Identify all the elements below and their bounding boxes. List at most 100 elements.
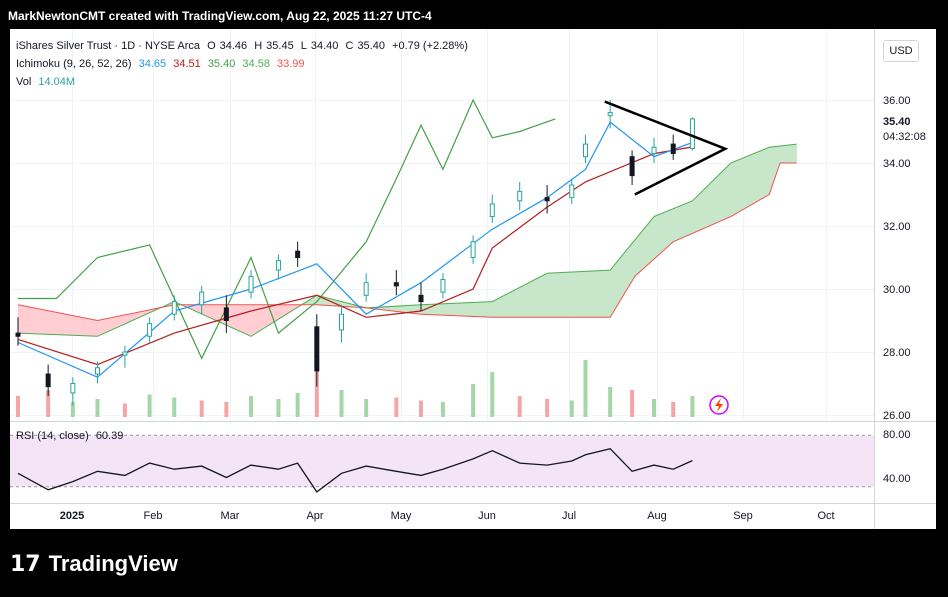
rsi-line [17,447,693,493]
cloud-segment [50,310,57,335]
chart-frame[interactable]: 36.00 34.00 32.00 30.00 28.00 26.00 35.4… [10,29,936,529]
volume-bar [517,396,522,417]
candle [70,377,76,406]
volume-bar [671,402,676,417]
cloud-segment [489,299,496,318]
price-axis[interactable]: 36.00 34.00 32.00 30.00 28.00 26.00 35.4… [883,95,926,422]
cloud-segment [566,271,573,318]
ichimoku-span-b: 33.99 [277,58,305,70]
candle-body [70,383,76,394]
cloud-segment [741,155,748,211]
candle [338,304,344,343]
cloud-segment [242,304,249,336]
candle-body [363,282,369,296]
rsi-tick: 80.00 [883,429,911,441]
candle-body [689,118,695,150]
time-label: Jul [562,510,576,522]
candle [517,181,523,211]
candle-body [569,184,575,199]
chart-svg[interactable]: 36.00 34.00 32.00 30.00 28.00 26.00 35.4… [10,29,936,529]
rsi-band [10,435,874,487]
candle [689,117,695,151]
candle-body [670,143,676,155]
time-label: Sep [733,510,753,522]
cloud-segment [653,213,660,260]
cloud-segment [790,143,797,164]
price-tick: 26.00 [883,410,911,422]
ohlc-open-value: 34.46 [219,40,248,52]
cloud-segment [28,306,35,335]
volume-bar [70,402,75,417]
cloud-segment [577,271,583,318]
rsi-axis[interactable]: 80.00 40.00 [883,429,911,485]
price-tick: 28.00 [883,347,911,359]
candle-body [199,291,205,306]
candle-body [171,301,177,315]
cloud-segment [467,302,474,317]
cloud-segment [461,302,468,317]
candle [582,134,588,163]
candle-body [418,294,424,303]
volume-bar [364,399,369,417]
legend-rsi-row[interactable]: RSI (14, close) 60.39 [16,430,127,442]
cloud-segment [17,304,24,334]
cloud-segment [500,294,507,318]
volume-bar [172,397,177,417]
candle [199,285,205,315]
candle-body [629,156,635,177]
cloud-segment [686,200,693,237]
cloud-segment [549,272,556,318]
tradingview-logo-icon: 17 [10,552,41,577]
candle-body [275,260,281,271]
candles [15,100,695,406]
time-label: Apr [306,510,323,522]
cloud-segment [642,222,649,270]
candle-body [45,373,51,388]
rsi-polyline [17,447,693,493]
cloud-segment [659,211,666,255]
candle [470,235,476,264]
symbol-title: iShares Silver Trust · 1D · NYSE Arca [16,40,200,52]
cloud-segment [670,207,677,245]
time-label: Oct [817,510,834,522]
cloud-segment [494,296,501,318]
cloud-segment [72,315,79,336]
time-label: Jun [478,510,496,522]
cloud-segment [483,301,490,318]
ichimoku-lines [17,98,797,378]
time-axis[interactable]: 2025 Feb Mar Apr May Jun Jul Aug Sep Oct [60,510,835,522]
cloud-segment [555,272,562,318]
flash-icon[interactable] [709,395,729,415]
cloud-segment [533,277,540,318]
candle-body [582,143,588,158]
cloud-segment [505,291,512,318]
legend-ichimoku-row[interactable]: Ichimoku (9, 26, 52, 26) 34.65 34.51 35.… [16,58,309,70]
legend-volume-row[interactable]: Vol 14.04M [16,76,79,88]
cloud-segment [719,167,726,222]
cloud-segment [67,314,74,336]
cloud-segment [89,318,96,337]
candle [440,273,446,299]
candle [569,178,575,204]
cloud-segment [582,270,589,318]
candle [544,185,550,214]
currency-button[interactable]: USD [883,40,919,62]
volume-bar [95,399,100,417]
ohlc-change: +0.79 (+2.28%) [392,40,468,52]
price-tick: 30.00 [883,284,911,296]
tradingview-brand[interactable]: 17 TradingView [10,551,178,577]
volume-bar [314,363,319,417]
candle [45,364,51,397]
candle [651,137,657,163]
cloud-segment [752,151,759,205]
candle-body [15,332,21,337]
cloud-segment [94,319,101,337]
cloud-segment [736,158,743,214]
ichimoku-base: 34.51 [173,58,201,70]
cloud-segment [472,301,479,318]
candle-body [651,146,657,155]
cloud-segment [785,144,792,164]
candle [223,295,229,334]
cloud-segment [708,178,715,227]
